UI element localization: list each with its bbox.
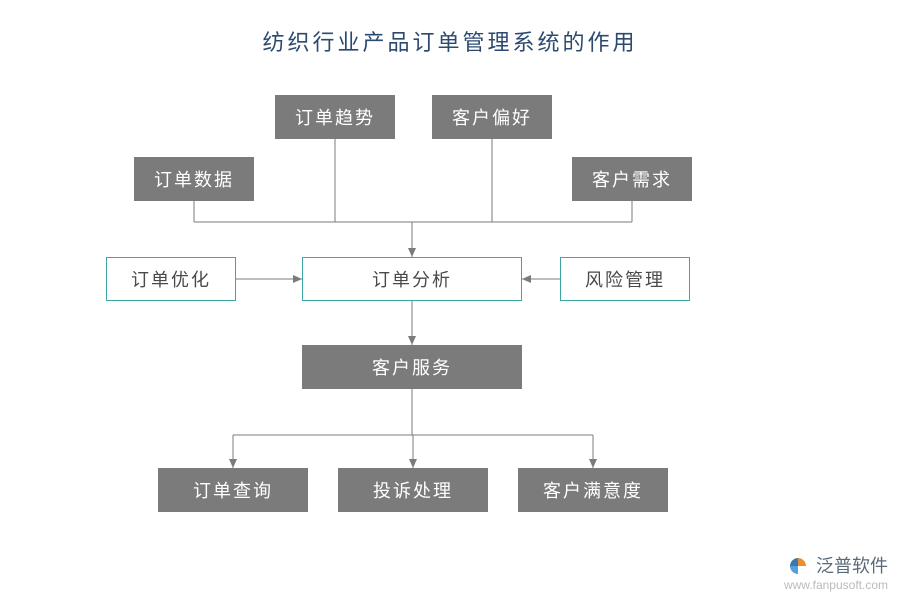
node-order-analysis: 订单分析 (302, 257, 522, 301)
node-order-opt: 订单优化 (106, 257, 236, 301)
diagram-title: 纺织行业产品订单管理系统的作用 (0, 25, 900, 57)
watermark: 泛普软件 www.fanpusoft.com (784, 552, 888, 592)
watermark-logo-icon (789, 557, 807, 575)
node-satisfaction: 客户满意度 (518, 468, 668, 512)
node-cust-service: 客户服务 (302, 345, 522, 389)
node-order-query: 订单查询 (158, 468, 308, 512)
watermark-brand-text: 泛普软件 (816, 556, 888, 576)
node-risk-mgmt: 风险管理 (560, 257, 690, 301)
watermark-brand: 泛普软件 (784, 552, 888, 578)
node-cust-pref: 客户偏好 (432, 95, 552, 139)
watermark-url: www.fanpusoft.com (784, 578, 888, 592)
node-order-trend: 订单趋势 (275, 95, 395, 139)
node-order-data: 订单数据 (134, 157, 254, 201)
node-complaint: 投诉处理 (338, 468, 488, 512)
node-cust-need: 客户需求 (572, 157, 692, 201)
